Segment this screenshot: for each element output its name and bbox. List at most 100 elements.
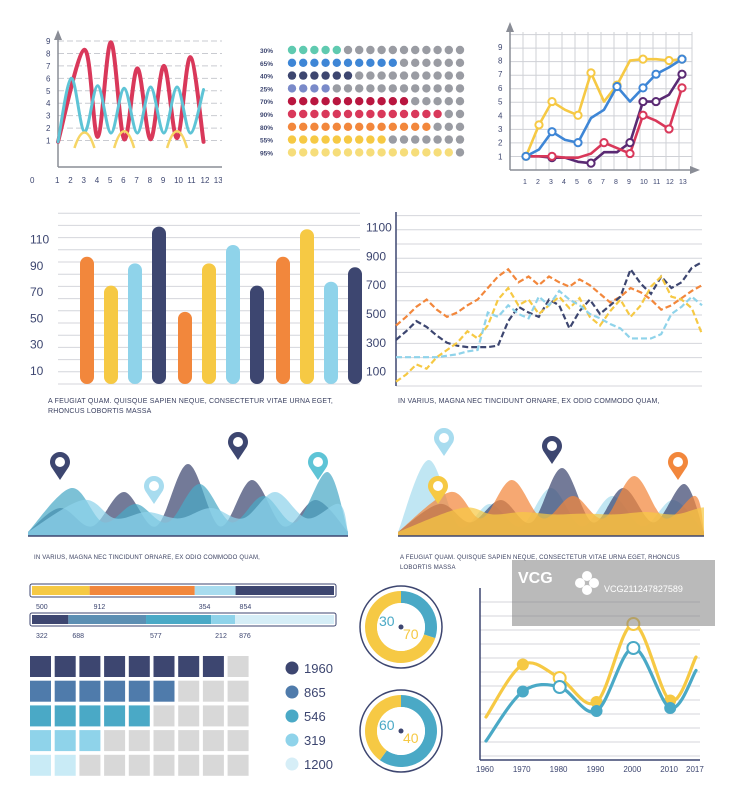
x-tick-label: 1 xyxy=(55,176,60,185)
point-marker xyxy=(664,55,674,66)
dot-mark xyxy=(355,122,364,131)
tile xyxy=(54,730,76,752)
dot-mark xyxy=(444,109,453,119)
point-marker xyxy=(625,148,635,159)
point-marker xyxy=(534,120,544,130)
dot-mark xyxy=(455,71,465,80)
dot-mark xyxy=(321,58,330,67)
dot-mark xyxy=(444,58,453,67)
tile xyxy=(79,754,101,776)
dot-mark xyxy=(321,71,330,80)
tile xyxy=(153,656,175,677)
segment xyxy=(32,615,69,624)
segment xyxy=(89,586,195,595)
tile xyxy=(178,754,200,776)
dot-mark xyxy=(455,84,465,93)
dot-mark xyxy=(399,148,409,157)
dot-mark xyxy=(455,148,465,157)
point-marker xyxy=(521,151,531,161)
point-marker xyxy=(586,158,596,168)
y-tick-label: 70 xyxy=(30,285,44,299)
y-tick-label: 1100 xyxy=(366,221,392,235)
slice-label: 70 xyxy=(403,626,419,642)
point-marker xyxy=(677,54,687,64)
x-tick-label: 9 xyxy=(161,176,166,185)
y-tick-label: 5 xyxy=(498,98,503,107)
series-line xyxy=(395,261,703,349)
y-tick-label: 1 xyxy=(46,137,51,146)
dot-mark xyxy=(355,109,364,119)
y-axis-arrow-icon xyxy=(54,30,62,40)
x-tick-label: 12 xyxy=(666,179,674,186)
dot-mark xyxy=(332,122,341,131)
dot-mark xyxy=(287,58,297,67)
slice-label: 40 xyxy=(403,730,419,746)
segmented-bars: 500 912 354 854 322 688 577 212 876 xyxy=(29,583,337,640)
dot-mark xyxy=(422,58,431,67)
dot-mark xyxy=(366,71,375,80)
donut-slice xyxy=(365,695,401,761)
dot-mark xyxy=(388,109,397,119)
segment-label: 876 xyxy=(239,633,251,640)
map-pin-hole xyxy=(313,457,323,467)
dot-mark xyxy=(377,58,386,67)
y-tick-label: 6 xyxy=(46,74,51,83)
dot-mark xyxy=(422,71,431,80)
dot-mark xyxy=(310,84,319,93)
point-marker xyxy=(516,685,529,698)
dot-mark xyxy=(287,122,297,131)
x-tick-label: 3 xyxy=(81,176,86,185)
dot-mark xyxy=(299,109,308,119)
category-label: 80% xyxy=(260,125,273,132)
dot-mark xyxy=(321,45,330,55)
area-series xyxy=(398,507,704,536)
dot-mark xyxy=(422,84,431,93)
tile xyxy=(104,754,126,776)
legend-swatch xyxy=(285,709,299,723)
dot-mark xyxy=(422,45,431,55)
dot-mark xyxy=(399,97,409,106)
dot-mark xyxy=(411,84,420,93)
dot-mark xyxy=(299,58,308,67)
dot-mark xyxy=(455,122,465,131)
x-axis-arrow-icon xyxy=(690,166,700,174)
category-label: 95% xyxy=(260,150,273,157)
category-label: 55% xyxy=(260,138,273,145)
dot-mark xyxy=(287,45,297,55)
tile xyxy=(54,680,76,702)
y-tick-label: 3 xyxy=(46,112,51,121)
watermark-id: VCG211247827589 xyxy=(604,584,683,594)
dot-mark xyxy=(444,84,453,93)
dot-mark xyxy=(343,122,353,131)
series-line xyxy=(112,129,136,149)
dot-mark xyxy=(411,97,420,106)
y-tick-label: 100 xyxy=(366,365,386,379)
bar xyxy=(202,263,216,384)
y-tick-label: 4 xyxy=(46,99,51,108)
segment xyxy=(32,586,90,595)
series-line xyxy=(165,129,189,149)
dot-mark xyxy=(377,84,386,93)
x-tick-label: 4 xyxy=(562,179,566,186)
series-line xyxy=(73,131,96,149)
segment-label: 322 xyxy=(36,633,48,640)
dot-mark xyxy=(433,148,442,157)
dot-mark xyxy=(455,97,465,106)
category-label: 90% xyxy=(260,112,273,119)
dot-mark xyxy=(455,45,465,55)
dot-mark xyxy=(444,71,453,80)
dot-mark xyxy=(388,148,397,157)
tile-matrix-chart xyxy=(30,656,249,776)
dot-mark xyxy=(287,84,297,93)
dashed-line-caption: IN VARIUS, MAGNA NEC TINCIDUNT ORNARE, E… xyxy=(398,398,660,405)
x-tick-label: 11 xyxy=(187,176,196,185)
map-pin-hole xyxy=(55,457,65,467)
segment xyxy=(146,615,212,624)
y-tick-label: 300 xyxy=(366,336,386,350)
segment-bar-frame xyxy=(29,583,337,598)
x-tick-label: 2017 xyxy=(686,765,704,774)
x-tick-label: 13 xyxy=(679,179,687,186)
dot-mark xyxy=(455,135,465,144)
dot-mark xyxy=(411,71,420,80)
y-axis-arrow-icon xyxy=(506,22,514,32)
